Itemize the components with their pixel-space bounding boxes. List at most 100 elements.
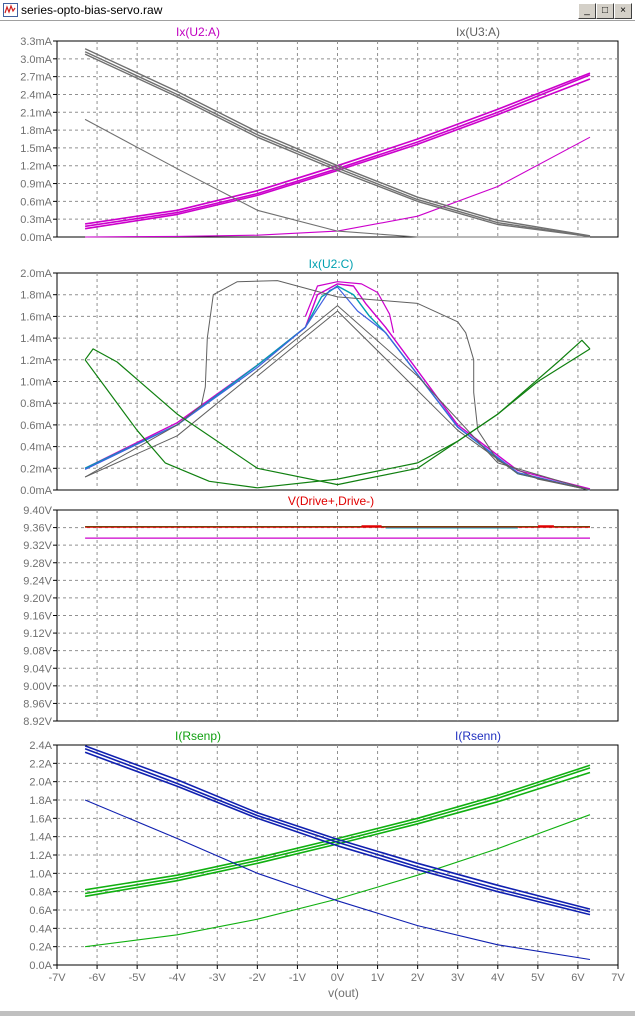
y-tick-label: 0.2mA [20, 463, 52, 475]
y-tick-label: 8.92V [23, 716, 52, 728]
legend-label: V(Drive+,Drive-) [288, 494, 374, 508]
series-line-5 [84, 280, 591, 491]
x-tick-label: -1V [289, 972, 307, 984]
series-line-4 [85, 814, 591, 948]
y-tick-label: 0.0A [29, 960, 52, 972]
y-tick-label: 1.2A [29, 850, 52, 862]
x-tick-label: 0V [331, 972, 345, 984]
y-tick-label: 9.36V [23, 523, 52, 535]
x-tick-label: -5V [129, 972, 147, 984]
legend-label: Ix(U3:A) [456, 25, 500, 39]
series-line-3 [84, 286, 591, 491]
y-tick-label: 9.28V [23, 558, 52, 570]
y-tick-label: 2.4mA [20, 89, 52, 101]
x-tick-label: -3V [209, 972, 227, 984]
series-line-7 [84, 751, 591, 916]
y-tick-label: 0.6mA [20, 420, 52, 432]
series-line-8 [84, 339, 591, 486]
y-tick-label: 1.8mA [20, 290, 52, 302]
y-tick-label: 0.2A [29, 942, 52, 954]
y-tick-label: 9.20V [23, 593, 52, 605]
y-tick-label: 3.0mA [20, 54, 52, 66]
x-tick-label: 5V [531, 972, 545, 984]
x-tick-label: 1V [371, 972, 385, 984]
x-tick-label: 6V [571, 972, 585, 984]
y-tick-label: 8.96V [23, 698, 52, 710]
y-tick-label: 0.6mA [20, 196, 52, 208]
x-tick-label: -7V [48, 972, 66, 984]
y-tick-label: 2.1mA [20, 107, 52, 119]
series-line-6 [84, 747, 591, 913]
x-tick-label: 7V [611, 972, 625, 984]
legend-label: I(Rsenp) [175, 729, 221, 743]
x-tick-label: 4V [491, 972, 505, 984]
series-line-8 [84, 118, 590, 238]
y-tick-label: 0.8mA [20, 398, 52, 410]
waveform-plots[interactable]: 0.0mA 0.3mA 0.6mA 0.9mA 1.2mA 1.5mA 1.8mA 2.1mA… [0, 21, 635, 1011]
y-tick-label: 9.40V [23, 505, 52, 517]
y-tick-label: 2.7mA [20, 72, 52, 84]
y-tick-label: 0.0mA [20, 232, 52, 244]
y-tick-label: 0.9mA [20, 179, 52, 191]
series-line-5 [84, 48, 591, 237]
y-tick-label: 0.3mA [20, 214, 52, 226]
waveform-app-icon [3, 3, 18, 17]
window-title: series-opto-bias-servo.raw [21, 3, 163, 17]
legend-label: Ix(U2:C) [309, 257, 354, 271]
y-tick-label: 9.08V [23, 646, 52, 658]
series-line-2 [84, 767, 591, 895]
x-tick-label: -2V [249, 972, 267, 984]
y-tick-label: 1.8mA [20, 125, 52, 137]
y-tick-label: 0.6A [29, 905, 52, 917]
y-tick-label: 1.6mA [20, 311, 52, 323]
legend-label: I(Rsenn) [455, 729, 501, 743]
y-tick-label: 9.00V [23, 681, 52, 693]
series-line-1 [84, 764, 591, 891]
y-tick-label: 9.24V [23, 575, 52, 587]
series-line-5 [84, 745, 591, 910]
series-line-7 [257, 310, 591, 491]
x-tick-label: -4V [169, 972, 187, 984]
series-line-9 [84, 348, 591, 489]
y-tick-label: 9.04V [23, 663, 52, 675]
close-button[interactable]: × [614, 3, 632, 19]
series-line-4 [304, 281, 395, 333]
y-tick-label: 1.4mA [20, 333, 52, 345]
waveform-plot-area[interactable]: 0.0mA 0.3mA 0.6mA 0.9mA 1.2mA 1.5mA 1.8mA 2.1mA… [0, 21, 635, 1011]
series-line-6 [84, 305, 591, 491]
y-tick-label: 0.8A [29, 887, 52, 899]
x-tick-label: 2V [411, 972, 425, 984]
legend-label: Ix(U2:A) [176, 25, 220, 39]
y-tick-label: 1.2mA [20, 161, 52, 173]
y-tick-label: 9.32V [23, 540, 52, 552]
chart-pane-3: 8.92V 8.96V 9.00V 9.04V 9.08V 9.12V 9.16V 9.20V… [23, 494, 619, 728]
y-tick-label: 2.0A [29, 777, 52, 789]
minimize-button[interactable]: _ [578, 3, 596, 19]
x-tick-label: 3V [451, 972, 465, 984]
y-tick-label: 0.0mA [20, 485, 52, 497]
y-tick-label: 2.2A [29, 758, 52, 770]
y-tick-label: 1.6A [29, 813, 52, 825]
maximize-button[interactable]: □ [596, 3, 614, 19]
x-axis-label: v(out) [328, 986, 359, 1000]
y-tick-label: 0.4mA [20, 442, 52, 454]
y-tick-label: 1.4A [29, 832, 52, 844]
y-tick-label: 1.5mA [20, 143, 52, 155]
window-title-bar: series-opto-bias-servo.raw _ □ × [0, 0, 635, 21]
series-line-6 [84, 51, 591, 238]
series-line-3 [84, 771, 591, 898]
chart-pane-1: 0.0mA 0.3mA 0.6mA 0.9mA 1.2mA 1.5mA 1.8mA 2.1mA… [20, 25, 619, 244]
y-tick-label: 1.2mA [20, 355, 52, 367]
y-tick-label: 1.0A [29, 868, 52, 880]
chart-pane-4: 0.0A 0.2A 0.4A 0.6A 0.8A 1.0A 1.2A 1.4A 1.6A 1.8A… [29, 729, 625, 1000]
y-tick-label: 2.4A [29, 740, 52, 752]
y-tick-label: 9.16V [23, 611, 52, 623]
chart-pane-2: 0.0mA 0.2mA 0.4mA 0.6mA 0.8mA 1.0mA 1.2mA 1.4mA… [20, 257, 619, 497]
series-line-8 [84, 799, 591, 961]
y-tick-label: 0.4A [29, 923, 52, 935]
y-tick-label: 9.12V [23, 628, 52, 640]
y-tick-label: 3.3mA [20, 36, 52, 48]
y-tick-label: 1.8A [29, 795, 52, 807]
series-line-7 [84, 53, 591, 238]
y-tick-label: 2.0mA [20, 268, 52, 280]
